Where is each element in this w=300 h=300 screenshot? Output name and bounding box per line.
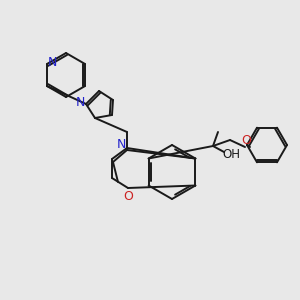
Text: OH: OH	[222, 148, 240, 161]
Text: O: O	[241, 134, 251, 146]
Text: N: N	[47, 56, 57, 70]
Text: N: N	[75, 97, 85, 110]
Text: N: N	[116, 139, 126, 152]
Text: O: O	[123, 190, 133, 202]
